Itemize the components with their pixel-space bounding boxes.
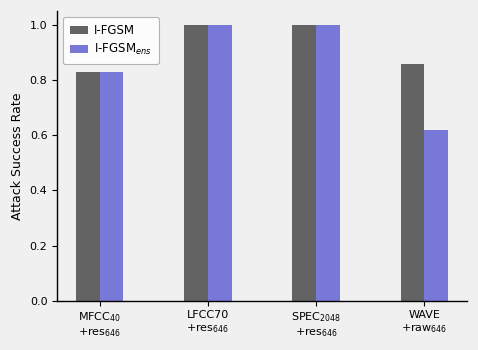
Bar	[424, 130, 448, 301]
Legend: I-FGSM, I-FGSM$_{ens}$: I-FGSM, I-FGSM$_{ens}$	[63, 17, 159, 64]
Bar	[99, 72, 123, 301]
Y-axis label: Attack Success Rate: Attack Success Rate	[11, 92, 24, 220]
Bar	[316, 25, 340, 301]
Bar	[208, 25, 232, 301]
Bar	[184, 25, 208, 301]
Bar	[76, 72, 99, 301]
Bar	[293, 25, 316, 301]
Bar	[401, 63, 424, 301]
